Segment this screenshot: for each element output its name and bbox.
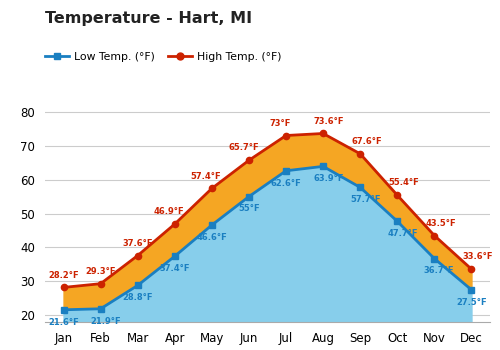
Low Temp. (°F) [98,307,103,311]
High Temp. (°F) [283,133,289,138]
Text: 28.8°F: 28.8°F [122,293,153,302]
Text: 67.6°F: 67.6°F [352,137,382,146]
Low Temp. (°F) [283,169,289,173]
Text: 29.3°F: 29.3°F [86,267,116,276]
High Temp. (°F) [98,282,103,286]
Low Temp. (°F) [320,164,326,168]
Low Temp. (°F) [394,219,400,223]
Text: 55.4°F: 55.4°F [388,178,420,187]
High Temp. (°F) [357,152,363,156]
High Temp. (°F) [172,222,178,226]
Text: 46.9°F: 46.9°F [154,207,184,216]
Low Temp. (°F) [60,308,66,312]
Text: 37.6°F: 37.6°F [122,239,153,248]
High Temp. (°F) [60,285,66,289]
Text: 27.5°F: 27.5°F [456,298,487,307]
Low Temp. (°F) [432,257,438,261]
Line: Low Temp. (°F): Low Temp. (°F) [60,163,474,313]
Text: Temperature - Hart, MI: Temperature - Hart, MI [45,10,252,26]
Text: 33.6°F: 33.6°F [463,252,494,261]
Text: 43.5°F: 43.5°F [426,219,456,228]
Low Temp. (°F) [246,195,252,199]
Low Temp. (°F) [134,283,140,287]
High Temp. (°F) [432,233,438,238]
Text: 73.6°F: 73.6°F [314,117,344,126]
Text: 62.6°F: 62.6°F [270,178,302,188]
Text: 73°F: 73°F [270,119,291,128]
Text: 47.7°F: 47.7°F [387,229,418,238]
Line: High Temp. (°F): High Temp. (°F) [60,130,474,290]
High Temp. (°F) [209,186,215,190]
High Temp. (°F) [246,158,252,162]
Text: 21.6°F: 21.6°F [48,317,79,327]
Text: 37.4°F: 37.4°F [160,264,190,273]
Text: 65.7°F: 65.7°F [228,144,259,153]
Text: 28.2°F: 28.2°F [48,271,79,280]
Text: 55°F: 55°F [238,204,260,214]
Low Temp. (°F) [468,288,474,292]
Text: 63.9°F: 63.9°F [313,174,344,183]
High Temp. (°F) [134,253,140,258]
Text: 21.9°F: 21.9°F [90,317,121,326]
Low Temp. (°F) [357,185,363,189]
Text: 57.7°F: 57.7°F [350,195,380,204]
Low Temp. (°F) [209,223,215,227]
High Temp. (°F) [468,267,474,271]
Low Temp. (°F) [172,254,178,258]
High Temp. (°F) [320,131,326,135]
Text: 57.4°F: 57.4°F [190,172,220,181]
Text: 46.6°F: 46.6°F [196,233,227,242]
Legend: Low Temp. (°F), High Temp. (°F): Low Temp. (°F), High Temp. (°F) [40,47,286,66]
High Temp. (°F) [394,193,400,197]
Text: 36.7°F: 36.7°F [424,266,454,275]
